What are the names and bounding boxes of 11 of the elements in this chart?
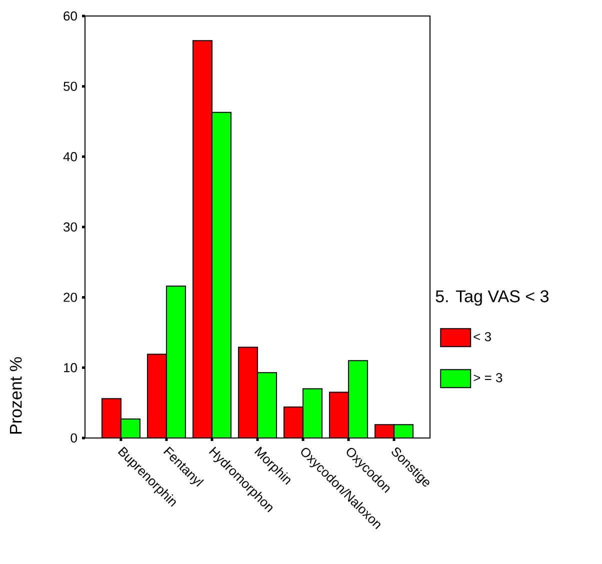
y-axis-title: Prozent % (10, 357, 22, 434)
y-tick-label: 30 (64, 222, 77, 232)
y-tick-label: 10 (64, 363, 77, 372)
y-tick-label: 0 (70, 433, 77, 443)
y-tick-label: 50 (64, 82, 77, 91)
legend-label: < 3 (474, 332, 491, 342)
y-tick-label: 40 (63, 152, 77, 162)
legend-title: 5. Tag VAS < 3 (436, 290, 549, 306)
legend-label: > = 3 (474, 373, 502, 382)
y-tick-label: 20 (64, 292, 77, 302)
y-tick-label: 60 (64, 11, 77, 21)
